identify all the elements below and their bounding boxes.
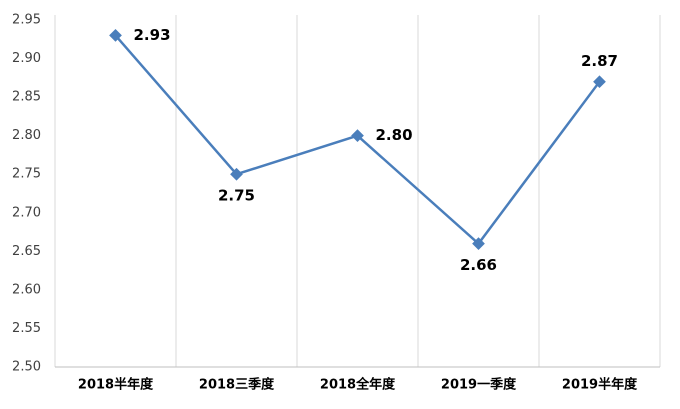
- y-tick-label: 2.70: [12, 205, 41, 220]
- x-tick-label: 2018半年度: [78, 377, 154, 393]
- x-tick-label: 2018全年度: [320, 377, 396, 393]
- data-label: 2.93: [134, 26, 171, 44]
- data-label: 2.75: [218, 187, 255, 205]
- marker: [230, 167, 243, 181]
- marker: [472, 237, 485, 250]
- y-tick-label: 2.80: [12, 128, 41, 143]
- data-label: 2.66: [460, 256, 497, 274]
- y-tick-label: 2.60: [12, 282, 41, 297]
- y-tick-label: 2.75: [12, 167, 41, 182]
- data-label: 2.80: [376, 126, 413, 144]
- x-tick-label: 2019半年度: [562, 377, 638, 393]
- x-tick-label: 2018三季度: [199, 377, 275, 393]
- y-tick-label: 2.85: [12, 90, 41, 105]
- marker: [351, 129, 364, 143]
- x-tick-label: 2019一季度: [441, 377, 517, 393]
- y-tick-label: 2.50: [12, 360, 41, 375]
- y-tick-label: 2.95: [12, 13, 41, 28]
- y-tick-label: 2.65: [12, 244, 41, 259]
- y-tick-label: 2.90: [12, 51, 41, 66]
- data-label: 2.87: [581, 52, 618, 70]
- y-tick-label: 2.55: [12, 321, 41, 336]
